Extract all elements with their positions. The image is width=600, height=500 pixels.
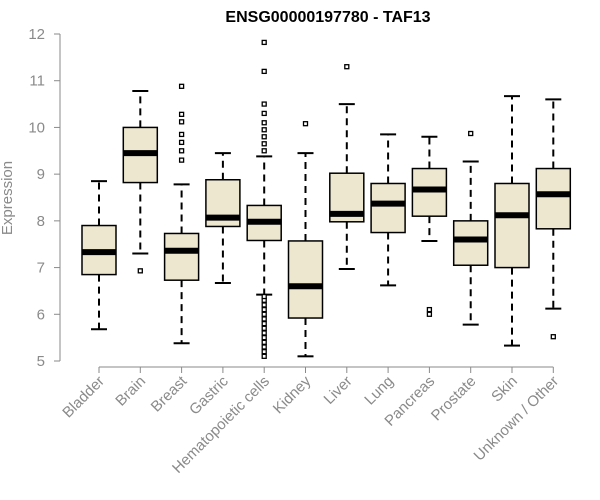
outlier-point (178, 148, 185, 154)
outlier-point (261, 127, 267, 133)
outlier-point (426, 311, 433, 317)
outlier-point (137, 268, 143, 274)
outlier-point (261, 339, 267, 345)
x-tick-label: Lung (361, 373, 397, 409)
outlier-point (426, 306, 433, 313)
outlier-point (468, 130, 474, 137)
y-axis: 5 6 7 8 9 10 11 12 (28, 26, 61, 370)
outlier-point (261, 330, 267, 336)
box-prostate (452, 130, 489, 326)
y-tick-label: 8 (37, 213, 45, 230)
box-body (535, 167, 572, 230)
outlier-point (261, 110, 267, 117)
y-axis-label: Expression (0, 161, 16, 235)
box-body (163, 232, 200, 281)
outlier-point (261, 101, 267, 107)
outlier-point (178, 119, 185, 125)
box-kidney (287, 121, 324, 358)
box-body (452, 220, 489, 266)
outlier-point (261, 334, 267, 341)
outlier-point (178, 139, 185, 146)
y-tick-label: 12 (28, 26, 45, 43)
box-unknown-other (535, 98, 572, 340)
outlier-point (344, 64, 350, 70)
box-pancreas (411, 135, 448, 317)
box-lung (370, 133, 406, 287)
outlier-point (261, 353, 267, 359)
outlier-point (261, 141, 267, 147)
y-tick-label: 11 (29, 73, 45, 90)
outlier-point (178, 157, 185, 163)
outlier-point (261, 320, 267, 327)
x-tick-label: Skin (488, 373, 521, 406)
x-tick-label: Kidney (270, 372, 315, 417)
chart-title: ENSG00000197780 - TAF13 (225, 9, 430, 26)
outlier-point (261, 39, 267, 46)
box-gastric (205, 152, 241, 284)
box-body (370, 182, 406, 234)
x-tick-label: Liver (321, 373, 356, 408)
x-tick-label: Prostate (428, 373, 480, 425)
outlier-point (261, 349, 267, 355)
outlier-point (261, 68, 267, 75)
x-tick-label: Bladder (59, 373, 108, 422)
box-body (287, 240, 324, 319)
plot-area (81, 39, 572, 359)
x-tick-label: Brain (112, 373, 149, 410)
box-skin (494, 95, 530, 347)
box-liver (329, 64, 365, 270)
y-tick-label: 6 (37, 306, 45, 323)
y-tick-label: 7 (37, 260, 45, 277)
y-tick-label: 9 (37, 166, 45, 183)
outlier-point (261, 134, 267, 140)
outlier-point (178, 83, 185, 89)
box-breast (163, 83, 200, 345)
outlier-point (261, 148, 267, 154)
x-tick-label: Breast (148, 372, 191, 415)
outlier-point (261, 293, 267, 300)
box-body (494, 182, 530, 269)
outlier-point (261, 316, 267, 322)
box-bladder (81, 180, 117, 331)
outlier-point (550, 334, 556, 340)
outlier-point (261, 344, 267, 350)
outlier-point (261, 120, 267, 126)
box-brain (122, 89, 159, 274)
outlier-point (302, 121, 309, 127)
outlier-point (261, 306, 267, 313)
outlier-point (178, 131, 185, 138)
outlier-point (261, 325, 267, 331)
y-tick-label: 5 (37, 353, 45, 370)
box-hematopoietic-cells (246, 39, 282, 359)
outlier-point (261, 311, 267, 317)
outlier-point (178, 111, 185, 117)
outlier-point (261, 302, 267, 308)
y-tick-label: 10 (28, 119, 45, 136)
